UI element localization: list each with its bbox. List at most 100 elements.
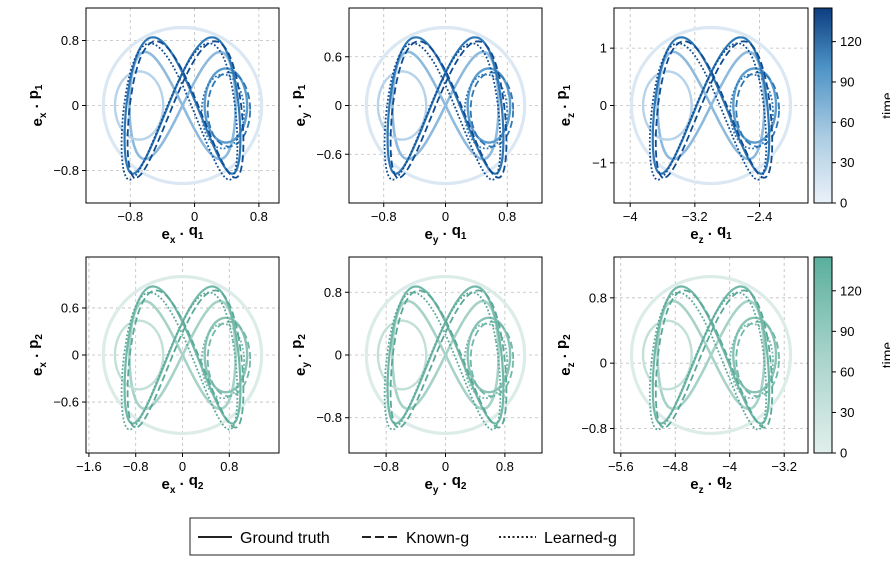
x-tick-label: 0.8: [250, 209, 268, 224]
trajectory-learned-g: [729, 322, 774, 400]
colorbar-tick-label: 30: [840, 405, 854, 420]
x-tick-label: −4: [623, 209, 638, 224]
x-tick-label: −4.8: [662, 459, 688, 474]
trajectory-known-g: [389, 40, 508, 179]
trajectory-ground-truth: [376, 319, 428, 391]
trajectories: [364, 274, 527, 436]
y-axis-label: ez · p2: [553, 334, 577, 376]
x-tick-label: 0: [179, 459, 186, 474]
trajectory-known-g: [389, 289, 508, 429]
y-tick-label: −0.6: [316, 147, 342, 162]
panel-top-left: −0.8 0 0.8 −0.8 0 0.8 ex · q1 ex · p1: [25, 7, 280, 246]
x-tick-label: 0: [191, 209, 198, 224]
panel-bottom-right: −5.6 −4.8 −4 −3.2 −0.8 0 0.8 ez · q2 ez · p2: [553, 256, 809, 496]
trajectory-learned-g: [120, 291, 239, 431]
x-axis-label: ex · q1: [162, 222, 204, 246]
legend: Ground truth Known-g Learned-g: [189, 517, 635, 556]
y-tick-label: −0.6: [53, 395, 79, 410]
x-tick-label: −3.2: [771, 459, 797, 474]
colorbar-label: time: [879, 342, 890, 369]
x-axis-label: ez · q1: [690, 222, 732, 246]
colorbar-tick-label: 120: [840, 283, 862, 298]
y-axis-label: ez · p1: [553, 84, 577, 126]
x-tick-label: −3.2: [682, 209, 708, 224]
legend-box: [189, 517, 635, 556]
colorbars: 0 30 60 90 120 time 0 30 60 90 120 time: [813, 7, 890, 461]
trajectory-ground-truth: [732, 67, 778, 144]
y-axis-label: ey · p2: [288, 334, 312, 376]
x-axis-label: ex · q2: [162, 472, 204, 496]
y-tick-label: 0.8: [589, 290, 607, 305]
y-axis-label: ey · p1: [288, 84, 312, 126]
x-axis-label: ey · q2: [425, 472, 467, 496]
colorbar-tick-label: 60: [840, 364, 854, 379]
colorbar-tick-label: 90: [840, 74, 854, 89]
colorbar-scale: [813, 7, 833, 204]
y-tick-label: −1: [592, 155, 607, 170]
trajectory-learned-g: [729, 73, 774, 150]
trajectory-ground-truth: [203, 67, 249, 144]
colorbar-tick-label: 120: [840, 34, 862, 49]
x-tick-label: −4: [722, 459, 737, 474]
y-tick-label: 0.6: [324, 49, 342, 64]
colorbar-tick-label: 30: [840, 155, 854, 170]
y-tick-label: −0.8: [316, 410, 342, 425]
y-tick-label: 0.8: [324, 285, 342, 300]
x-axis-label: ey · q1: [425, 222, 467, 246]
colorbar-tick-label: 90: [840, 324, 854, 339]
trajectory-ground-truth: [364, 274, 527, 436]
colorbar-tick-label: 60: [840, 115, 854, 130]
x-tick-label: −0.8: [123, 459, 149, 474]
trajectories: [629, 25, 793, 186]
y-tick-label: 0: [335, 98, 342, 113]
trajectory-learned-g: [120, 42, 239, 181]
trajectory-ground-truth: [629, 274, 793, 436]
colorbar: 0 30 60 90 120 time: [813, 256, 890, 461]
panels: −0.8 0 0.8 −0.8 0 0.8 ex · q1 ex · p1 −0.8 0 0.8 −0…: [25, 7, 809, 496]
trajectory-learned-g: [200, 322, 246, 400]
trajectory-ground-truth: [113, 70, 165, 141]
x-tick-label: 0.8: [498, 209, 516, 224]
trajectory-learned-g: [383, 42, 502, 181]
x-tick-label: −0.8: [371, 209, 397, 224]
legend-label-known-g: Known-g: [406, 530, 469, 547]
legend-label-learned-g: Learned-g: [544, 530, 617, 547]
trajectory-ground-truth: [101, 274, 264, 436]
y-axis-label: ex · p1: [25, 84, 49, 126]
x-tick-label: 0: [442, 209, 449, 224]
trajectories: [629, 274, 793, 436]
x-tick-label: −0.8: [117, 209, 143, 224]
x-tick-label: 0.8: [220, 459, 238, 474]
trajectory-known-g: [126, 40, 245, 179]
y-axis-label: ex · p2: [25, 334, 49, 376]
trajectory-learned-g: [463, 73, 509, 150]
x-axis-label: ez · q2: [690, 472, 732, 496]
trajectory-learned-g: [200, 73, 246, 150]
y-tick-label: −0.8: [581, 421, 607, 436]
y-tick-label: 0: [600, 356, 607, 371]
colorbar-scale: [813, 256, 833, 454]
x-tick-label: 0: [442, 459, 449, 474]
panel-top-right: −4 −3.2 −2.4 −1 0 1 ez · q1 ez · p1: [553, 7, 809, 246]
legend-label-ground-truth: Ground truth: [240, 530, 330, 547]
trajectory-known-g: [654, 40, 774, 179]
trajectory-ground-truth: [466, 67, 512, 144]
axes-frame: [613, 256, 809, 454]
x-tick-label: 0.8: [496, 459, 514, 474]
trajectory-known-g: [654, 289, 774, 429]
trajectory-ground-truth: [113, 319, 165, 391]
trajectory-known-g: [126, 289, 245, 429]
colorbar-tick-label: 0: [840, 446, 847, 461]
trajectory-ground-truth: [641, 70, 693, 141]
trajectory-ground-truth: [376, 70, 428, 141]
colorbar-tick-label: 0: [840, 196, 847, 211]
panel-bottom-left: −1.6 −0.8 0 0.8 −0.6 0 0.6 ex · q2 ex · p2: [25, 256, 280, 496]
colorbar: 0 30 60 90 120 time: [813, 7, 890, 211]
panel-bottom-middle: −0.8 0 0.8 −0.8 0 0.8 ey · q2 ey · p2: [288, 256, 543, 496]
trajectory-learned-g: [383, 291, 502, 431]
x-tick-label: −1.6: [76, 459, 102, 474]
trajectory-learned-g: [463, 322, 509, 400]
y-tick-label: 0.8: [61, 33, 79, 48]
trajectories: [101, 25, 264, 186]
